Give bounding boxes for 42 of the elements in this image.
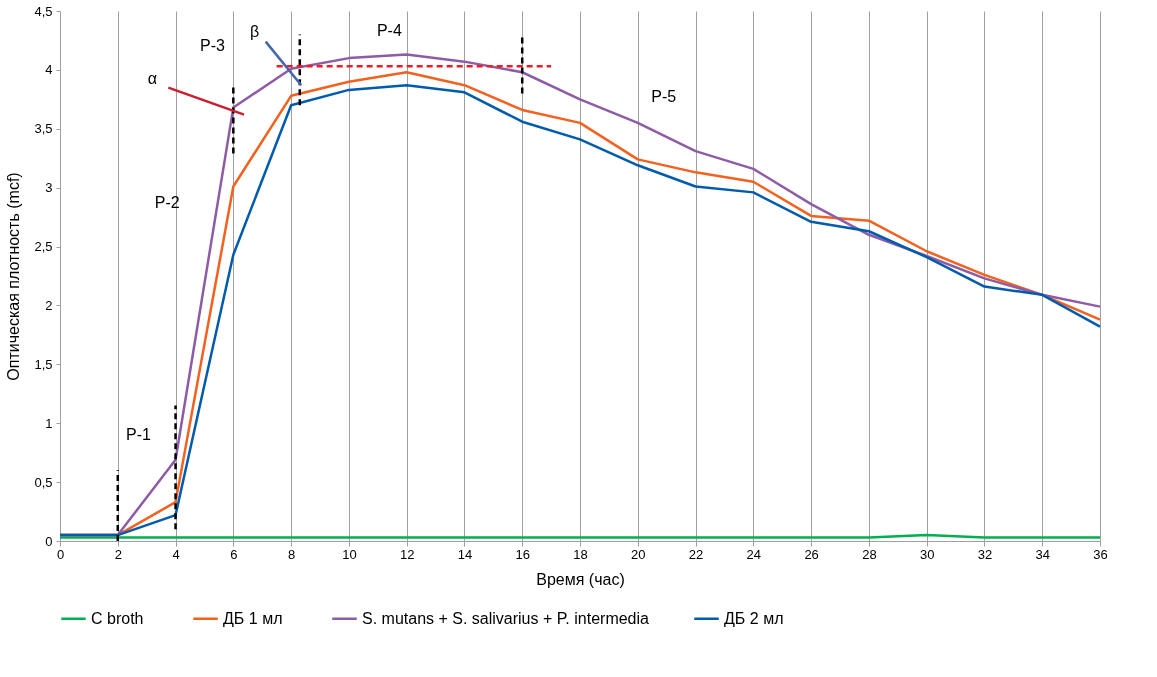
annotation: β [250, 23, 260, 41]
annotation: P-5 [651, 87, 677, 105]
y-tick-label: 2 [45, 297, 53, 313]
x-tick-label: 32 [977, 546, 993, 562]
y-tick-label: 0 [45, 533, 53, 549]
annotation: P-4 [376, 22, 402, 40]
x-tick-label: 36 [1093, 546, 1108, 562]
x-axis-title: Время (час) [536, 570, 625, 588]
legend-label: C broth [91, 609, 144, 627]
y-tick-label: 2,5 [34, 239, 53, 255]
x-tick-label: 16 [515, 546, 530, 562]
annotation: P-1 [126, 426, 152, 443]
y-tick-label: 4 [45, 62, 53, 78]
x-tick-label: 12 [399, 546, 415, 562]
x-tick-label: 2 [114, 546, 122, 562]
x-tick-label: 0 [56, 546, 65, 562]
x-tick-label: 14 [457, 546, 473, 562]
x-tick-label: 28 [862, 546, 877, 562]
y-tick-label: 3 [45, 180, 53, 196]
legend-label: ДБ 1 мл [223, 609, 283, 627]
x-tick-label: 8 [287, 546, 296, 562]
legend-label: S. mutans + S. salivarius + P. intermedia [362, 609, 650, 627]
x-tick-label: 34 [1035, 546, 1050, 562]
legend-label: ДБ 2 мл [724, 609, 784, 627]
annotation: P-3 [200, 37, 226, 55]
y-axis-title: Оптическая плотность (mcf) [5, 172, 23, 381]
x-tick-label: 20 [631, 546, 646, 562]
annotation: α [147, 70, 158, 88]
x-tick-label: 10 [342, 546, 357, 562]
y-tick-label: 3,5 [34, 121, 53, 137]
x-tick-label: 30 [919, 546, 935, 562]
y-tick-label: 4,5 [34, 3, 53, 19]
annotation: P-2 [154, 193, 180, 211]
x-tick-label: 6 [230, 546, 238, 562]
y-tick-label: 0,5 [34, 474, 53, 490]
x-tick-label: 26 [804, 546, 819, 562]
x-tick-label: 18 [573, 546, 588, 562]
y-tick-label: 1 [45, 415, 53, 431]
y-tick-label: 1,5 [34, 356, 53, 372]
x-tick-label: 4 [172, 546, 180, 562]
x-tick-label: 24 [746, 546, 762, 562]
x-tick-label: 22 [688, 546, 704, 562]
